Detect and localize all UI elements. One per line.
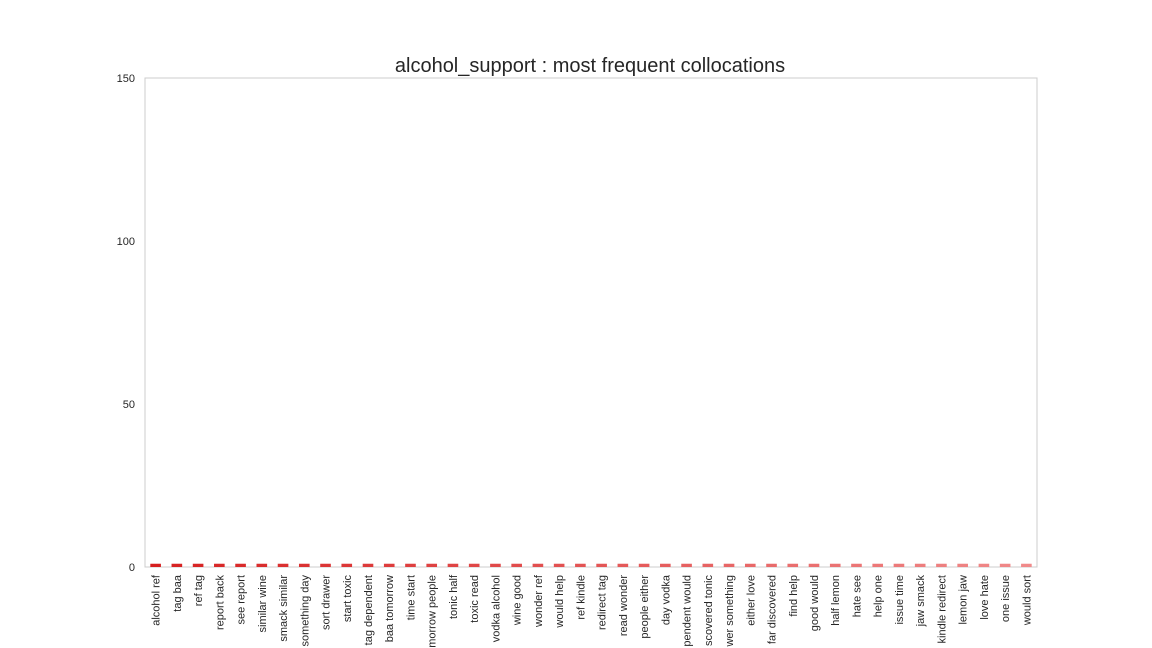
bar <box>192 563 204 567</box>
x-tick-label: report back <box>214 575 226 631</box>
bar <box>596 563 607 567</box>
x-tick-label: something day <box>299 575 311 647</box>
x-tick-label: vodka alcohol <box>490 575 502 642</box>
x-tick-label: sort drawer <box>321 575 333 630</box>
y-tick-label: 100 <box>117 236 135 248</box>
bar <box>808 563 820 567</box>
x-tick-label: start toxic <box>342 575 354 623</box>
bar <box>426 563 438 567</box>
bar <box>277 563 289 567</box>
bar <box>341 563 353 567</box>
bar <box>999 563 1011 567</box>
x-tick-label: wonder ref <box>533 574 545 628</box>
bar <box>447 563 459 567</box>
bar <box>235 563 246 567</box>
bar <box>787 563 799 567</box>
chart-title: alcohol_support : most frequent collocat… <box>395 55 785 77</box>
x-tick-label: wer something <box>724 575 736 648</box>
x-tick-label: jaw smack <box>915 575 927 628</box>
bar <box>617 563 629 567</box>
x-tick-label: lemon jaw <box>958 575 970 625</box>
x-tick-label: far discovered <box>767 575 779 644</box>
bar <box>744 563 756 567</box>
bar <box>978 563 990 567</box>
bar <box>171 563 183 567</box>
x-tick-label: good would <box>809 575 821 631</box>
x-tick-label: issue time <box>894 575 906 625</box>
x-tick-label: tag baa <box>172 574 184 612</box>
bar <box>1021 563 1032 567</box>
x-tick-label: ref kindle <box>575 575 587 620</box>
y-tick-label: 0 <box>129 562 135 574</box>
x-tick-label: help one <box>873 575 885 617</box>
bar <box>362 563 374 567</box>
x-tick-label: read wonder <box>618 575 630 636</box>
bar <box>638 563 650 567</box>
bar <box>766 563 777 567</box>
x-tick-label: see report <box>236 575 248 625</box>
x-tick-label: kindle redirect <box>936 575 948 643</box>
bar <box>660 563 671 567</box>
bar <box>575 563 586 567</box>
x-tick-label: tag dependent <box>363 575 375 645</box>
x-tick-label: time start <box>405 575 417 620</box>
bar <box>914 563 926 567</box>
x-tick-label: scovered tonic <box>703 575 715 646</box>
bar <box>468 563 480 567</box>
x-tick-label: alcohol ref <box>151 574 163 626</box>
bar <box>893 563 905 567</box>
x-tick-label: similar wine <box>257 575 269 632</box>
bar <box>872 563 884 567</box>
plot-area: 0 50 100 150 alcohol ref tag baa ref tag report… <box>117 73 1038 648</box>
bar <box>511 563 522 567</box>
bar <box>702 563 714 567</box>
plot-frame <box>144 77 1038 568</box>
bar <box>829 563 841 567</box>
bar <box>851 563 862 567</box>
x-tick-label: tonic half <box>448 574 460 619</box>
x-tick-label: hate see <box>851 575 863 617</box>
x-tick-label: half lemon <box>830 575 842 626</box>
x-tick-label: morrow people <box>427 575 439 648</box>
bar <box>214 563 225 567</box>
bar <box>256 563 268 567</box>
bar <box>681 563 692 567</box>
x-tick-label: would help <box>554 575 566 629</box>
bar <box>532 563 544 567</box>
bar <box>298 563 310 567</box>
x-tick-label: baa tomorrow <box>384 575 396 642</box>
bar <box>936 563 947 567</box>
bar <box>490 563 501 567</box>
x-tick-label: find help <box>788 575 800 617</box>
x-tick-label: toxic read <box>469 575 481 623</box>
x-tick-label: pendent would <box>682 575 694 647</box>
bar <box>957 563 968 567</box>
x-tick-label: day vodka <box>660 574 672 625</box>
bar <box>405 563 416 567</box>
x-tick-label: one issue <box>1000 575 1012 622</box>
x-tick-label: would sort <box>1021 575 1033 626</box>
bar <box>383 563 395 567</box>
x-tick-label: love hate <box>979 575 991 620</box>
x-tick-label: smack similar <box>278 575 290 642</box>
x-tick-label: either love <box>745 575 757 626</box>
bar <box>553 563 565 567</box>
x-tick-label: wine good <box>512 575 524 626</box>
bar <box>723 563 735 567</box>
bar <box>150 563 161 567</box>
x-tick-label: people either <box>639 575 651 639</box>
x-tick-label: ref tag <box>193 575 205 606</box>
x-tick-label: redirect tag <box>597 575 609 630</box>
y-tick-label: 150 <box>117 73 135 85</box>
bar <box>320 563 331 567</box>
y-tick-label: 50 <box>123 399 135 411</box>
